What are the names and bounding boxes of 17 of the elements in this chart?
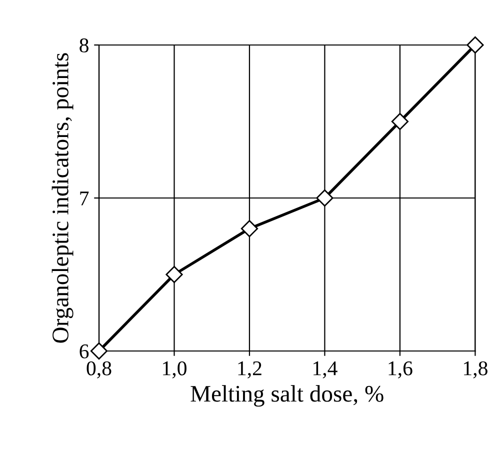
point bbox=[466, 36, 484, 54]
x-tick-label: 1,2 bbox=[238, 361, 262, 378]
x-tick-label: 1,4 bbox=[314, 361, 338, 378]
y-tick-label: 7 bbox=[80, 192, 89, 206]
x-tick-label: 0,8 bbox=[86, 361, 112, 378]
y-axis-title: Organoleptic indicators, points bbox=[52, 53, 74, 343]
point bbox=[166, 266, 183, 284]
point bbox=[240, 220, 258, 238]
point bbox=[316, 189, 334, 207]
y-tick-label: 8 bbox=[80, 38, 88, 52]
y-tick-label: 6 bbox=[80, 344, 89, 358]
x-tick-label: 1,0 bbox=[163, 361, 186, 378]
x-tick-label: 1,8 bbox=[464, 361, 488, 378]
point bbox=[90, 342, 108, 360]
x-axis-title: Melting salt dose, % bbox=[190, 385, 384, 407]
point bbox=[391, 112, 409, 130]
x-tick-label: 1,6 bbox=[388, 361, 412, 378]
